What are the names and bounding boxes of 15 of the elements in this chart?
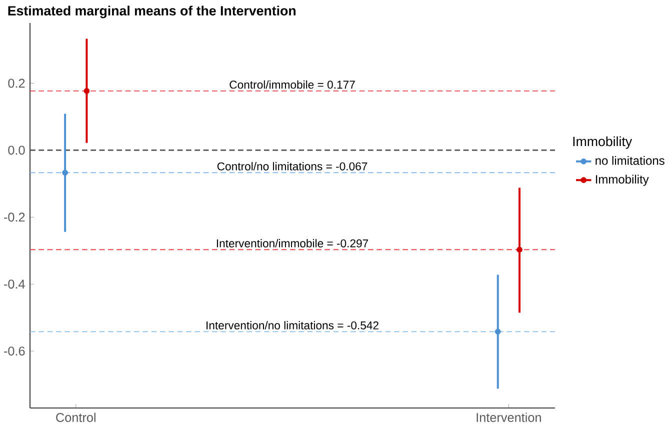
ref-line-label: Intervention/no limitations = -0.542 (206, 321, 378, 330)
chart-title: Estimated marginal means of the Intervention (8, 6, 296, 18)
ref-line-label: Control/immobile = 0.177 (230, 80, 355, 89)
legend-label: no limitations (596, 156, 664, 165)
x-tick-label: Control (56, 412, 96, 422)
y-tick-label: -0.6 (4, 346, 25, 356)
ref-line-label: Control/no limitations = -0.067 (217, 162, 368, 170)
legend-label: Immobility (596, 174, 649, 186)
x-tick-label: Intervention (476, 412, 541, 422)
y-tick-label: -0.2 (4, 212, 25, 222)
y-tick-label: 0.0 (8, 146, 25, 155)
y-tick-label: -0.4 (4, 280, 25, 289)
ref-line-label: Intervention/immobile = -0.297 (216, 239, 368, 248)
legend-title: Immobility (573, 136, 632, 149)
y-tick-label: 0.2 (8, 78, 25, 88)
